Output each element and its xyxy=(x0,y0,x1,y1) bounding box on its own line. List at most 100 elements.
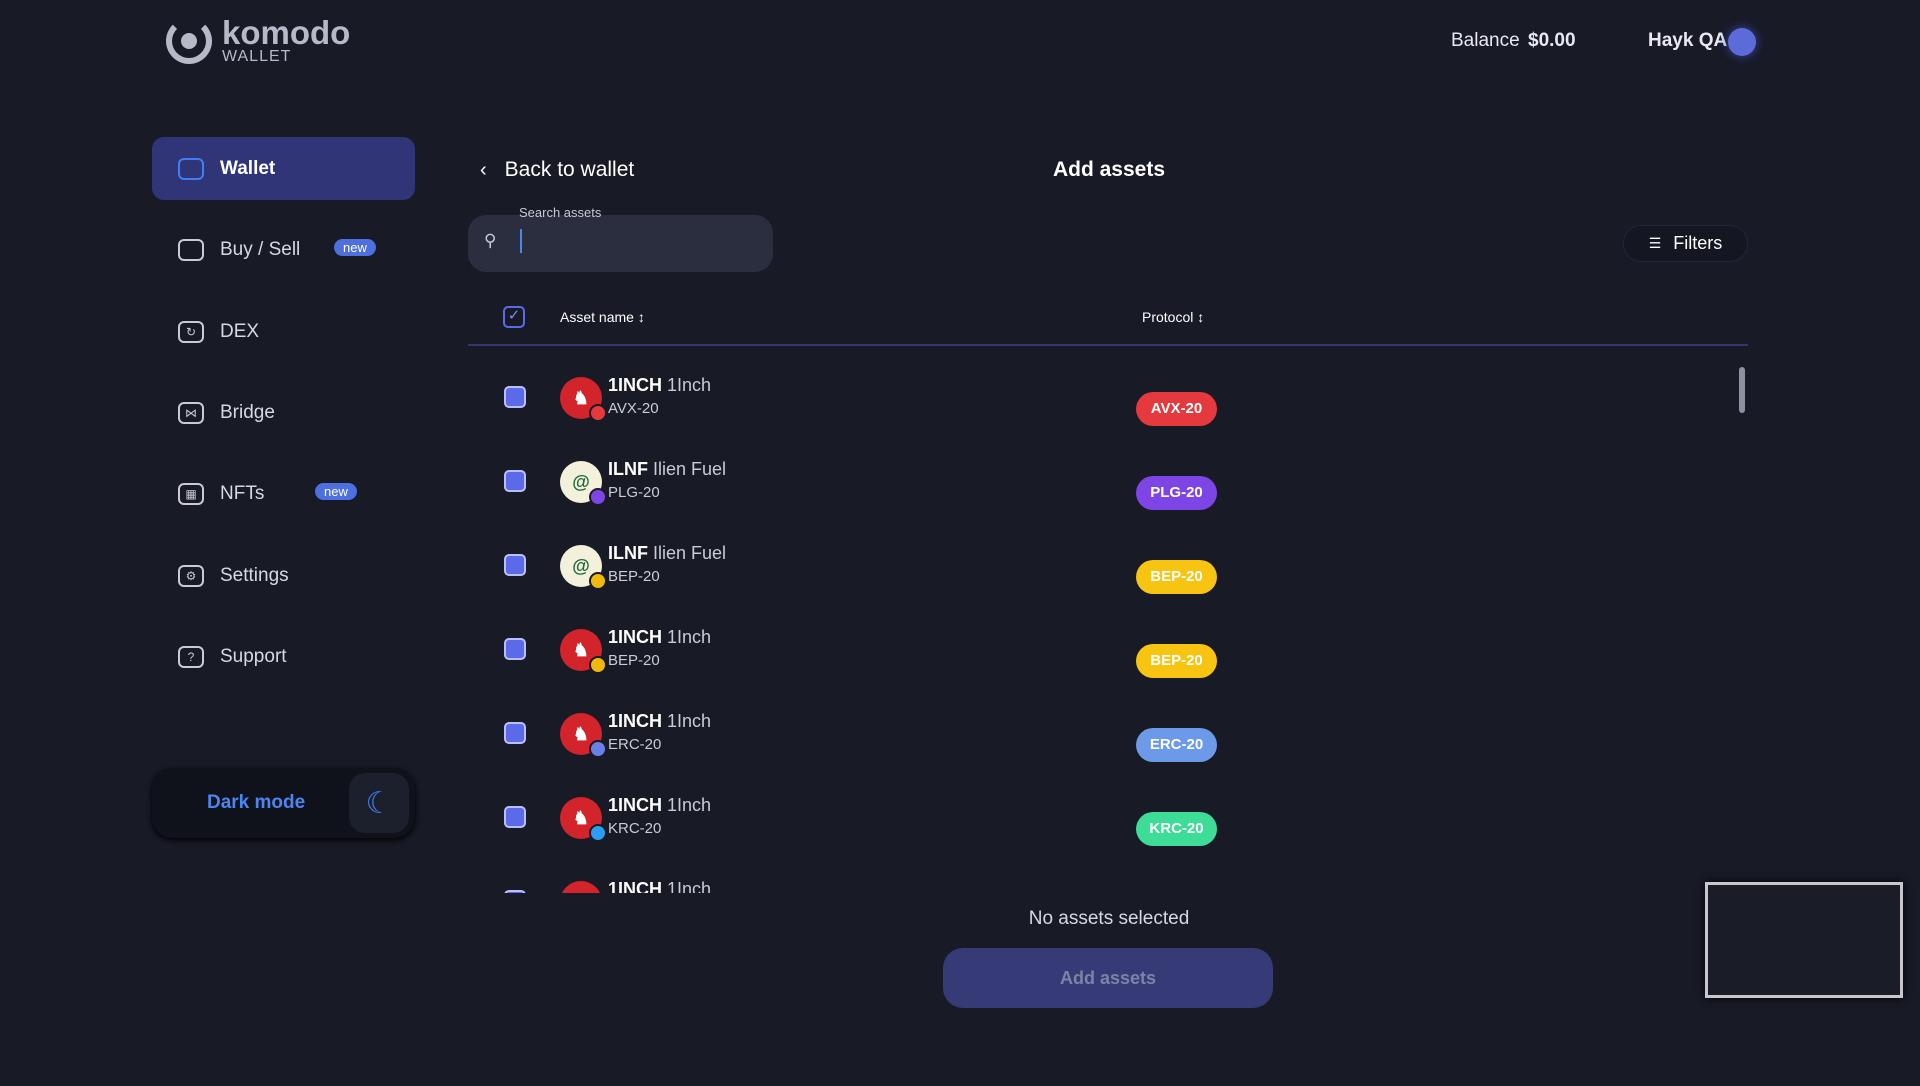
asset-full-name: 1Inch xyxy=(667,795,712,815)
asset-full-name: 1Inch xyxy=(667,627,712,647)
chain-icon xyxy=(589,740,607,758)
chain-icon xyxy=(589,404,607,422)
komodo-logo[interactable]: komodo WALLET xyxy=(166,16,350,65)
asset-full-name: 1Inch xyxy=(667,375,712,395)
search-label: Search assets xyxy=(519,205,602,220)
asset-protocol: BEP-20 xyxy=(608,568,660,585)
asset-ticker: 1INCH xyxy=(608,879,663,893)
back-label: Back to wallet xyxy=(504,158,635,181)
scrollbar[interactable] xyxy=(1739,367,1745,413)
asset-protocol: KRC-20 xyxy=(608,820,662,837)
dark-mode-label: Dark mode xyxy=(207,792,306,813)
table-row[interactable]: @ ILNF Ilien Fuel PLG-20 PLG-20 xyxy=(468,446,1668,516)
asset-ticker: 1INCH xyxy=(608,711,663,731)
sort-icon: ↕ xyxy=(1197,309,1205,325)
header-divider xyxy=(468,344,1748,346)
asset-full-name: Ilien Fuel xyxy=(653,543,727,563)
sidebar-item-label: Buy / Sell xyxy=(220,238,301,260)
asset-name: 1INCH 1Inch xyxy=(608,795,711,816)
user-name[interactable]: Hayk QA xyxy=(1648,30,1728,51)
asset-name: ILNF Ilien Fuel xyxy=(608,543,726,564)
back-to-wallet-button[interactable]: ‹ Back to wallet xyxy=(480,158,634,182)
avatar-icon[interactable] xyxy=(1728,28,1756,56)
table-row[interactable]: ♞ 1INCH 1Inch ERC-20 ERC-20 xyxy=(468,698,1668,768)
asset-list: ♞ 1INCH 1Inch AVX-20 AVX-20 @ ILNF Ilien… xyxy=(468,350,1738,893)
protocol-header: Protocol xyxy=(1142,309,1194,325)
asset-ticker: 1INCH xyxy=(608,627,663,647)
1inch-coin-icon: ♞ xyxy=(560,881,602,893)
table-row[interactable]: @ ILNF Ilien Fuel BEP-20 BEP-20 xyxy=(468,530,1668,600)
table-row[interactable]: ♞ 1INCH 1Inch AVX-20 AVX-20 xyxy=(468,362,1668,432)
logo-brand: komodo xyxy=(222,14,351,51)
row-checkbox[interactable] xyxy=(504,890,526,893)
page-thumbnail xyxy=(1705,882,1903,998)
protocol-badge: ERC-20 xyxy=(1136,728,1217,762)
protocol-badge: BEP-20 xyxy=(1136,560,1217,594)
add-assets-button[interactable]: Add assets xyxy=(943,948,1273,1008)
protocol-badge: AVX-20 xyxy=(1136,392,1217,426)
row-checkbox[interactable] xyxy=(504,722,526,744)
1inch-coin-icon: ♞ xyxy=(560,797,607,842)
sliders-icon: ☰ xyxy=(1648,235,1662,251)
sort-icon: ↕ xyxy=(637,309,645,325)
sidebar-item-bridge[interactable]: ⋈ Bridge xyxy=(152,381,415,444)
select-all-checkbox[interactable]: ✓ xyxy=(503,306,525,328)
chain-icon xyxy=(589,572,607,590)
asset-name: 1INCH 1Inch xyxy=(608,879,711,893)
asset-name: 1INCH 1Inch xyxy=(608,711,711,732)
swap-icon: ↻ xyxy=(178,320,204,343)
sidebar-item-label: NFTs xyxy=(220,482,265,504)
protocol-badge: BEP-20 xyxy=(1136,644,1217,678)
sidebar-item-label: Wallet xyxy=(220,157,276,179)
sidebar-item-label: Support xyxy=(220,645,287,667)
new-badge: new xyxy=(315,483,357,500)
chain-icon xyxy=(589,656,607,674)
1inch-coin-icon: ♞ xyxy=(560,377,607,422)
new-badge: new xyxy=(334,239,376,256)
row-checkbox[interactable] xyxy=(504,638,526,660)
selection-status: No assets selected xyxy=(1028,908,1190,929)
chevron-left-icon: ‹ xyxy=(480,158,487,181)
row-checkbox[interactable] xyxy=(504,554,526,576)
asset-protocol: BEP-20 xyxy=(608,652,660,669)
1inch-coin-icon: ♞ xyxy=(560,629,607,674)
asset-ticker: ILNF xyxy=(608,459,648,479)
asset-ticker: 1INCH xyxy=(608,795,663,815)
asset-name: 1INCH 1Inch xyxy=(608,375,711,396)
search-input[interactable]: Search assets ⚲ xyxy=(468,205,773,272)
sidebar-item-label: Bridge xyxy=(220,401,275,423)
dark-mode-toggle[interactable]: Dark mode ☾ xyxy=(152,768,415,838)
asset-name-header: Asset name xyxy=(560,309,634,325)
sidebar-item-label: Settings xyxy=(220,564,289,586)
table-row[interactable]: ♞ 1INCH 1Inch KRC-20 KRC-20 xyxy=(468,782,1668,852)
filters-label: Filters xyxy=(1673,233,1723,253)
table-row[interactable]: ♞ 1INCH 1Inch xyxy=(468,866,1668,893)
asset-ticker: ILNF xyxy=(608,543,648,563)
balance-value: $0.00 xyxy=(1528,30,1576,51)
sidebar-item-dex[interactable]: ↻ DEX xyxy=(152,300,415,363)
logo-sub: WALLET xyxy=(222,48,292,65)
1inch-coin-icon: ♞ xyxy=(560,713,607,758)
wallet-icon xyxy=(178,157,204,180)
ilnf-coin-icon: @ xyxy=(560,545,607,590)
asset-name: 1INCH 1Inch xyxy=(608,627,711,648)
asset-full-name: Ilien Fuel xyxy=(653,459,727,479)
filters-button[interactable]: ☰ Filters xyxy=(1623,225,1748,262)
sort-protocol[interactable]: Protocol ↕ xyxy=(1142,309,1204,325)
sidebar-item-nfts[interactable]: ▦ NFTs new xyxy=(152,462,415,525)
sidebar-item-settings[interactable]: ⚙ Settings xyxy=(152,544,415,607)
sidebar-item-support[interactable]: ? Support xyxy=(152,625,415,688)
row-checkbox[interactable] xyxy=(504,806,526,828)
row-checkbox[interactable] xyxy=(504,470,526,492)
sidebar-item-label: DEX xyxy=(220,320,260,342)
ilnf-coin-icon: @ xyxy=(560,461,607,506)
asset-full-name: 1Inch xyxy=(667,879,712,893)
table-row[interactable]: ♞ 1INCH 1Inch BEP-20 BEP-20 xyxy=(468,614,1668,684)
row-checkbox[interactable] xyxy=(504,386,526,408)
asset-name: ILNF Ilien Fuel xyxy=(608,459,726,480)
moon-icon[interactable]: ☾ xyxy=(349,773,409,833)
sidebar-item-buy-sell[interactable]: Buy / Sell new xyxy=(152,218,415,281)
sort-asset-name[interactable]: Asset name ↕ xyxy=(560,309,645,325)
asset-protocol: AVX-20 xyxy=(608,400,659,417)
sidebar-item-wallet[interactable]: Wallet xyxy=(152,137,415,200)
